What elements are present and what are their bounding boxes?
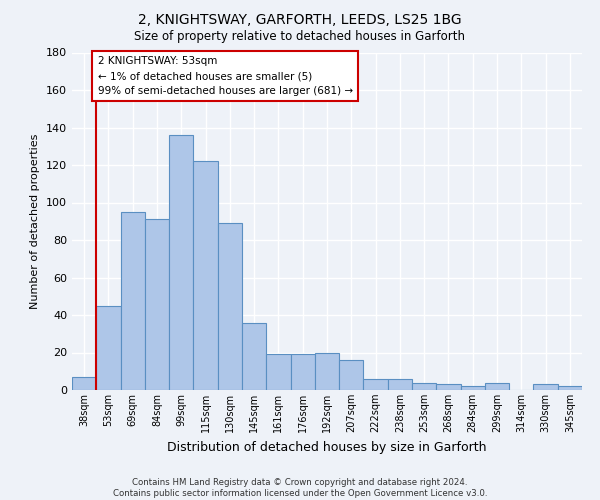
Bar [72,377,96,390]
Bar [218,223,242,390]
Bar [290,354,315,390]
Bar [169,135,193,390]
Bar [533,384,558,390]
Bar [388,379,412,390]
Bar [145,220,169,390]
Bar [193,161,218,390]
Bar [436,384,461,390]
Bar [121,212,145,390]
Bar [96,306,121,390]
Text: Contains HM Land Registry data © Crown copyright and database right 2024.
Contai: Contains HM Land Registry data © Crown c… [113,478,487,498]
Bar [364,379,388,390]
Text: 2 KNIGHTSWAY: 53sqm
← 1% of detached houses are smaller (5)
99% of semi-detached: 2 KNIGHTSWAY: 53sqm ← 1% of detached hou… [97,56,353,96]
Bar [412,382,436,390]
Bar [558,386,582,390]
Bar [461,386,485,390]
Text: 2, KNIGHTSWAY, GARFORTH, LEEDS, LS25 1BG: 2, KNIGHTSWAY, GARFORTH, LEEDS, LS25 1BG [138,12,462,26]
Bar [315,352,339,390]
Y-axis label: Number of detached properties: Number of detached properties [31,134,40,309]
Bar [266,354,290,390]
Bar [339,360,364,390]
Text: Size of property relative to detached houses in Garforth: Size of property relative to detached ho… [134,30,466,43]
X-axis label: Distribution of detached houses by size in Garforth: Distribution of detached houses by size … [167,440,487,454]
Bar [485,382,509,390]
Bar [242,322,266,390]
